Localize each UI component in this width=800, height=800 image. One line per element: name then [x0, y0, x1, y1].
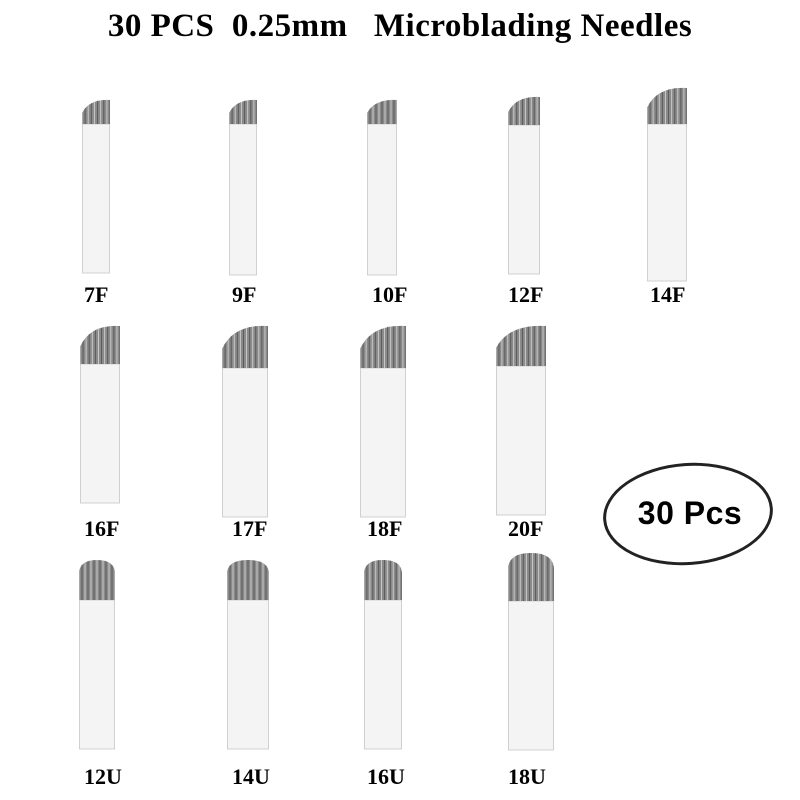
needle-blade-20f — [496, 325, 546, 516]
needle-blade-10f — [367, 99, 397, 276]
needle-blade-14f — [647, 87, 687, 282]
needle-blade-14u — [227, 560, 269, 750]
needle-blade-12u — [79, 560, 115, 750]
needle-label-7f: 7F — [84, 282, 109, 307]
needle-blade-18f — [360, 325, 406, 518]
needle-label-20f: 20F — [508, 516, 544, 541]
needle-label-12u: 12U — [84, 764, 122, 789]
needle-label-16f: 16F — [84, 516, 120, 541]
needle-label-9f: 9F — [232, 282, 257, 307]
quantity-badge-text: 30 Pcs — [637, 494, 743, 531]
needle-blade-12f — [508, 96, 540, 275]
needle-label-14u: 14U — [232, 764, 270, 789]
needle-blade-9f — [229, 99, 257, 276]
needle-label-10f: 10F — [372, 282, 408, 307]
quantity-badge: 30 Pcs — [599, 457, 777, 571]
needle-blade-17f — [222, 325, 268, 518]
needle-label-18u: 18U — [508, 764, 546, 789]
needle-label-12f: 12F — [508, 282, 544, 307]
needle-blade-18u — [508, 553, 554, 751]
needle-blade-16f — [80, 325, 120, 504]
needle-label-16u: 16U — [367, 764, 405, 789]
needle-blade-16u — [364, 560, 402, 750]
needle-blade-7f — [82, 99, 110, 274]
needle-label-14f: 14F — [650, 282, 686, 307]
page-title: 30 PCS 0.25mm Microblading Needles — [107, 8, 693, 44]
needle-label-17f: 17F — [232, 516, 268, 541]
needle-label-18f: 18F — [367, 516, 403, 541]
